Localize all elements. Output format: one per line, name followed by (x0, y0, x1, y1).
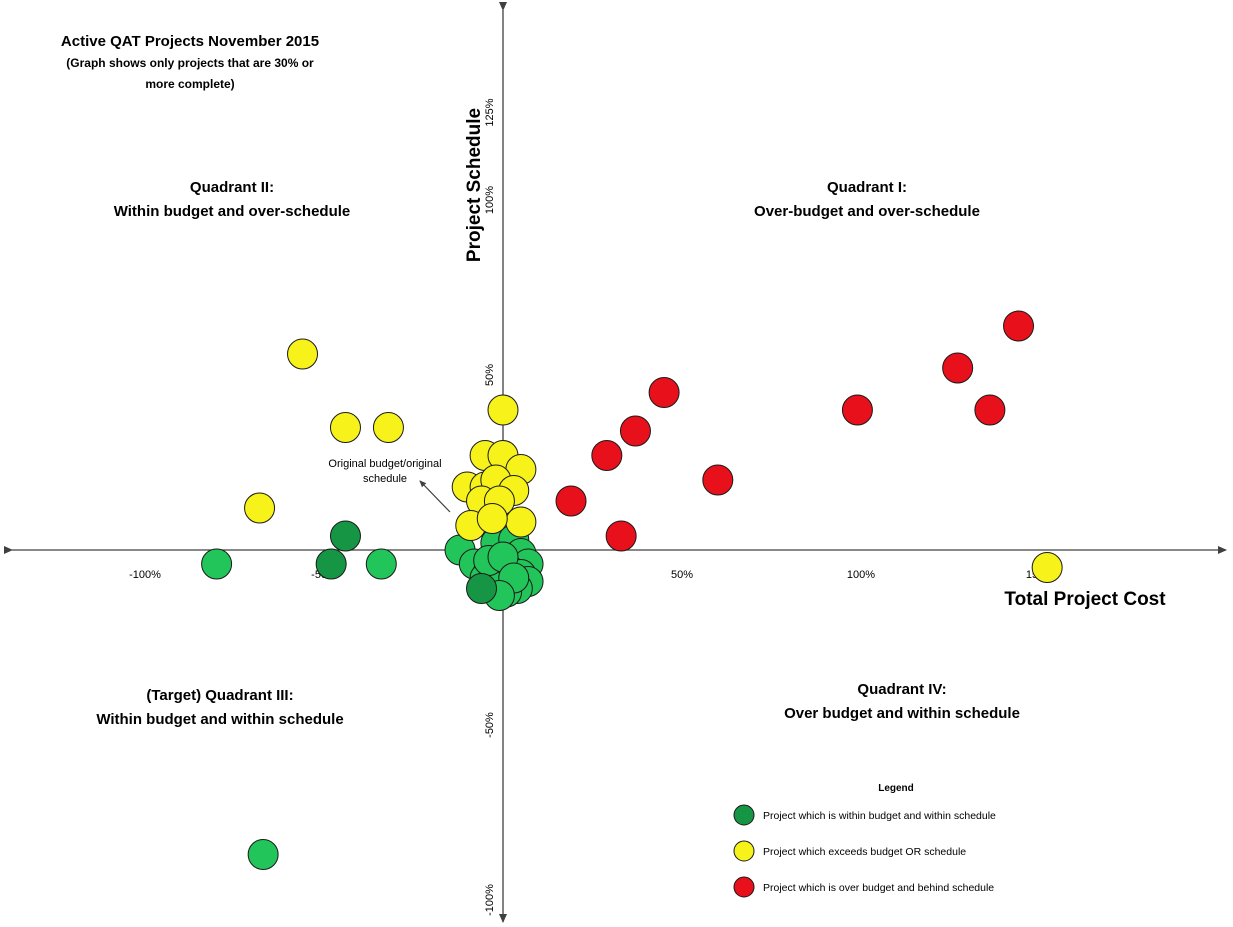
y-tick-label: 100% (484, 186, 496, 214)
legend-label: Project which exceeds budget OR schedule (763, 846, 966, 858)
y-tick-label: -50% (484, 712, 496, 738)
data-point-yellow (372, 412, 404, 443)
y-axis-label: Project Schedule (464, 108, 485, 262)
data-point-red (591, 440, 623, 471)
x-tick-label: 50% (671, 569, 693, 581)
data-point-green (201, 548, 233, 580)
annotation-line1: Original budget/original (328, 458, 441, 470)
legend-label: Project which is over budget and behind … (763, 882, 994, 894)
data-point-dark-green (466, 573, 498, 604)
data-point-yellow (487, 394, 519, 426)
data-point-red (841, 394, 873, 426)
x-tick-label: 100% (847, 569, 875, 581)
data-point-green (247, 839, 279, 870)
data-point-yellow (329, 412, 361, 443)
annotation-line2: schedule (363, 473, 407, 485)
data-point-yellow (287, 338, 319, 370)
chart-subtitle-line1: (Graph shows only projects that are 30% … (66, 56, 314, 70)
data-point-red (942, 352, 974, 384)
legend: Legend Project which is within budget an… (733, 783, 996, 898)
data-point-dark-green (315, 548, 347, 580)
x-axis-label: Total Project Cost (1004, 589, 1166, 610)
y-tick-label: 125% (484, 98, 496, 126)
quadrant-iv-desc: Over budget and within schedule (784, 705, 1020, 722)
data-point-red (605, 520, 637, 552)
data-point-red (555, 485, 587, 517)
chart-subtitle-line2: more complete) (145, 77, 234, 91)
y-tick-labels: 125% 100% 50% -50% -100% (484, 98, 496, 916)
data-points (201, 310, 1063, 870)
quadrant-ii-title: Quadrant II: (190, 179, 274, 196)
quadrant-iii-title: (Target) Quadrant III: (146, 687, 293, 704)
data-point-green (365, 548, 397, 580)
data-point-dark-green (329, 520, 361, 552)
data-point-red (648, 377, 680, 408)
annotation-arrow (419, 480, 451, 513)
data-point-red (702, 464, 734, 496)
data-point-red (619, 415, 651, 447)
quadrant-i-desc: Over-budget and over-schedule (754, 203, 980, 220)
data-point-red (1003, 310, 1035, 342)
y-tick-label: 50% (484, 364, 496, 386)
chart-title: Active QAT Projects November 2015 (61, 33, 319, 50)
quadrant-iv-title: Quadrant IV: (857, 681, 946, 698)
y-tick-label: -100% (484, 884, 496, 916)
data-point-red (974, 394, 1006, 426)
x-tick-labels: -100%-50%50%100%150% (129, 569, 1054, 581)
legend-title: Legend (878, 783, 914, 794)
x-tick-label: -100% (129, 569, 161, 581)
legend-label: Project which is within budget and withi… (763, 810, 996, 822)
data-point-yellow (1031, 552, 1063, 583)
quadrant-iii-desc: Within budget and within schedule (96, 711, 343, 728)
data-point-yellow (505, 506, 537, 538)
data-point-yellow (244, 492, 276, 524)
data-point-yellow (476, 503, 508, 534)
quadrant-ii-desc: Within budget and over-schedule (114, 203, 351, 220)
legend-marker (733, 876, 755, 898)
legend-marker (733, 840, 755, 862)
quadrant-i-title: Quadrant I: (827, 179, 907, 196)
legend-marker (733, 804, 755, 826)
